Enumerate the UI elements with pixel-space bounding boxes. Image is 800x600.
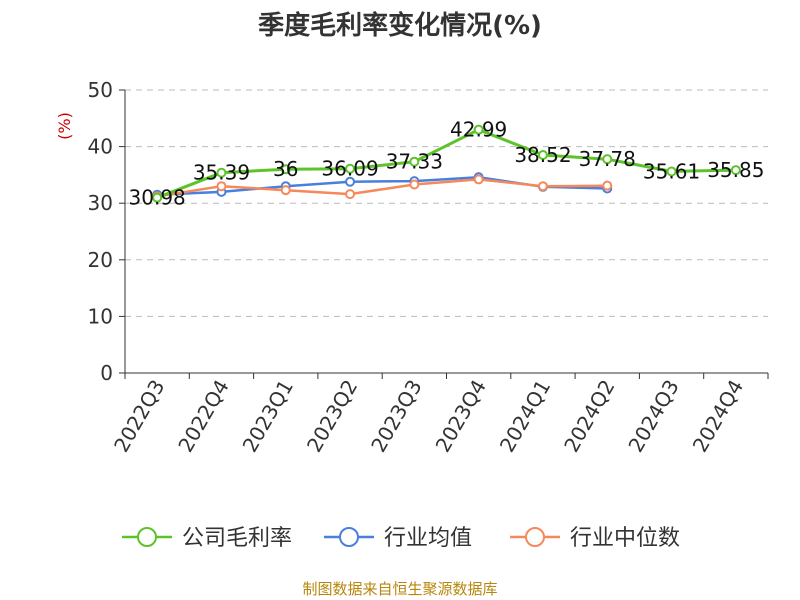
data-label-7: 37.78 — [579, 147, 636, 171]
series-0-point-4 — [409, 156, 420, 167]
legend-label-0: 公司毛利率 — [182, 526, 292, 551]
series-2-point-5 — [473, 174, 484, 185]
x-tick-label-2022Q3: 2022Q3 — [109, 376, 169, 457]
grid — [125, 89, 768, 317]
series-2-point-4 — [409, 179, 420, 190]
y-tick-label-40: 40 — [88, 135, 113, 159]
legend-label-1: 行业均值 — [384, 526, 472, 551]
series-0-point-7 — [602, 154, 613, 165]
legend-marker-1 — [339, 527, 359, 547]
data-label-4: 37.33 — [386, 150, 443, 174]
series-0-point-3 — [345, 163, 356, 174]
data-label-1: 35.39 — [193, 161, 250, 185]
y-tick-label-20: 20 — [88, 248, 113, 272]
data-label-0: 30.98 — [129, 186, 186, 210]
x-tick-label-2022Q4: 2022Q4 — [173, 376, 233, 457]
data-label-9: 35.85 — [707, 158, 764, 182]
data-label-8: 35.61 — [643, 159, 700, 183]
series-2-point-6 — [537, 181, 548, 192]
x-tick-label-2023Q1: 2023Q1 — [238, 376, 298, 457]
series-1-point-3 — [345, 176, 356, 187]
legend-marker-2 — [525, 527, 545, 547]
data-label-3: 36.09 — [321, 157, 378, 181]
series-2-point-1 — [216, 181, 227, 192]
series-0-point-8 — [666, 166, 677, 177]
x-tick-label-2024Q1: 2024Q1 — [495, 376, 555, 457]
series-0-point-6 — [537, 149, 548, 160]
series-line-2 — [157, 178, 608, 198]
series-2-point-3 — [345, 189, 356, 200]
x-tick-label-2023Q4: 2023Q4 — [431, 376, 491, 457]
series-line-0 — [156, 128, 736, 200]
y-tick-label-50: 50 — [88, 78, 113, 102]
x-tick-label-2024Q2: 2024Q2 — [559, 376, 619, 457]
y-tick-label-30: 30 — [88, 191, 113, 215]
legend-label-2: 行业中位数 — [570, 526, 680, 551]
series-group — [152, 124, 741, 203]
chart-title: 季度毛利率变化情况(%) — [258, 10, 542, 41]
x-tick-label-2023Q2: 2023Q2 — [302, 376, 362, 457]
x-tick-label-2023Q3: 2023Q3 — [366, 376, 426, 457]
series-0-point-2 — [280, 164, 291, 175]
source-note: 制图数据来自恒生聚源数据库 — [302, 580, 497, 598]
legend: 公司毛利率 行业均值 行业中位数 — [122, 526, 680, 551]
data-label-6: 38.52 — [514, 143, 571, 167]
series-0-point-9 — [730, 165, 741, 176]
series-0-point-0 — [152, 192, 163, 203]
data-label-5: 42.99 — [450, 118, 507, 142]
x-tick-label-2024Q3: 2024Q3 — [623, 376, 683, 457]
y-axis-label: (%) — [55, 112, 74, 140]
series-0-point-5 — [473, 124, 484, 135]
y-tick-label-10: 10 — [88, 304, 113, 328]
series-2-point-7 — [602, 180, 613, 191]
series-0-point-1 — [216, 167, 227, 178]
data-labels: 30.98 35.39 36 36.09 37.33 42.99 38.52 37.78 35.… — [129, 118, 765, 210]
legend-marker-0 — [137, 527, 157, 547]
x-tick-label-2024Q4: 2024Q4 — [688, 376, 748, 457]
y-tick-label-0: 0 — [100, 361, 113, 385]
data-label-2: 36 — [273, 157, 298, 181]
series-2-point-2 — [280, 185, 291, 196]
